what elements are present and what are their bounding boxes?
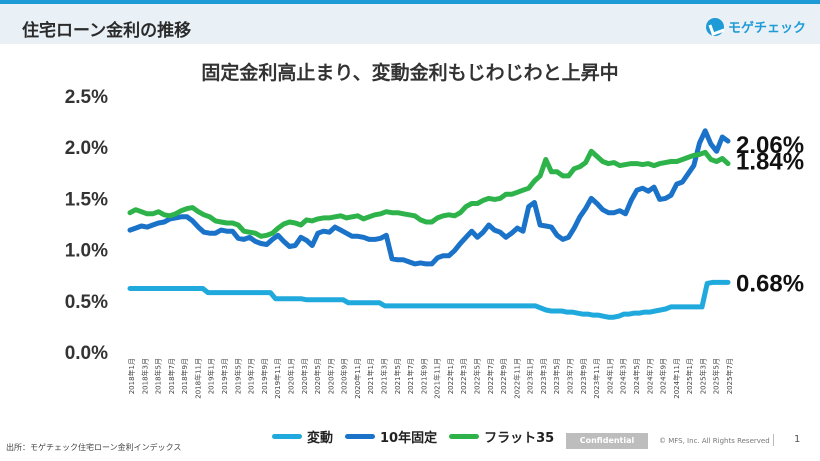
x-tick-label: 2018年3月 <box>140 358 149 394</box>
x-tick-label: 2022年3月 <box>459 358 468 394</box>
x-tick-label: 2023年7月 <box>566 358 575 394</box>
legend-label: フラット35 <box>484 431 555 446</box>
x-tick-label: 2024年1月 <box>605 358 614 394</box>
series-line-2 <box>127 148 731 239</box>
x-tick-label: 2020年11月 <box>353 358 362 399</box>
x-tick-label: 2025年1月 <box>685 358 694 394</box>
chart-title: 固定金利高止まり、変動金利もじわじわと上昇中 <box>201 62 619 84</box>
x-tick-label: 2018年11月 <box>193 358 202 399</box>
x-tick-label: 2024年5月 <box>632 358 641 394</box>
legend-swatch <box>272 434 302 439</box>
page-title: 住宅ローン金利の推移 <box>22 21 192 41</box>
legend-label: 10年固定 <box>380 431 438 446</box>
x-tick-label: 2020年1月 <box>286 358 295 394</box>
footer-divider <box>773 434 774 446</box>
x-tick-label: 2021年7月 <box>406 358 415 394</box>
x-tick-label: 2021年11月 <box>433 358 442 399</box>
y-tick-label: 2.0% <box>65 138 108 159</box>
x-tick-label: 2020年3月 <box>300 358 309 394</box>
legend-item-hendou: 変動 <box>272 427 333 446</box>
x-tick-label: 2023年9月 <box>579 358 588 394</box>
x-tick-label: 2024年3月 <box>619 358 628 394</box>
brand-logo: モゲチェック <box>705 17 806 36</box>
y-tick-label: 1.5% <box>65 189 108 210</box>
x-tick-label: 2023年3月 <box>539 358 548 394</box>
x-tick-label: 2023年11月 <box>592 358 601 399</box>
x-tick-label: 2018年7月 <box>167 358 176 394</box>
y-tick-label: 0.5% <box>65 292 108 313</box>
x-tick-label: 2018年9月 <box>180 358 189 394</box>
x-tick-label: 2023年5月 <box>552 358 561 394</box>
slide-header: 住宅ローン金利の推移 モゲチェック <box>0 4 820 44</box>
x-tick-label: 2020年5月 <box>313 358 322 394</box>
x-tick-label: 2021年9月 <box>419 358 428 394</box>
legend-swatch <box>345 434 376 439</box>
x-tick-label: 2025年5月 <box>712 358 721 394</box>
copyright-text: © MFS, Inc. All Rights Reserved <box>659 437 770 445</box>
end-value-label: 2.06% <box>736 132 804 159</box>
x-tick-label: 2018年1月 <box>127 358 136 394</box>
x-tick-label: 2022年7月 <box>486 358 495 394</box>
end-value-label: 0.68% <box>736 270 804 297</box>
x-tick-label: 2024年9月 <box>659 358 668 394</box>
x-tick-label: 2018年5月 <box>154 358 163 394</box>
x-tick-label: 2021年1月 <box>366 358 375 394</box>
confidential-badge: Confidential <box>566 433 648 449</box>
checkmark-logo-icon <box>705 17 724 36</box>
legend-item-flat35: フラット35 <box>449 427 554 446</box>
x-tick-label: 2022年1月 <box>446 358 455 394</box>
page-number: 1 <box>794 434 801 445</box>
legend-swatch <box>449 434 480 439</box>
x-tick-label: 2025年3月 <box>698 358 707 394</box>
x-tick-label: 2024年11月 <box>672 358 681 399</box>
chart-legend: 変動 10年固定 フラット35 <box>272 427 554 446</box>
series-line-0 <box>127 279 731 320</box>
x-tick-label: 2021年5月 <box>393 358 402 394</box>
x-tick-label: 2019年3月 <box>220 358 229 394</box>
x-tick-label: 2020年9月 <box>340 358 349 394</box>
y-tick-label: 0.0% <box>65 343 108 364</box>
x-tick-label: 2019年7月 <box>247 358 256 394</box>
x-tick-label: 2022年9月 <box>499 358 508 394</box>
y-tick-label: 1.0% <box>65 241 108 262</box>
series-line-1 <box>127 128 731 267</box>
legend-item-10y-fixed: 10年固定 <box>345 427 437 446</box>
x-tick-label: 2024年7月 <box>645 358 654 394</box>
x-tick-label: 2020年7月 <box>326 358 335 394</box>
x-tick-label: 2019年11月 <box>273 358 282 399</box>
x-tick-label: 2021年3月 <box>379 358 388 394</box>
x-tick-label: 2022年5月 <box>473 358 482 394</box>
end-value-label: 1.84% <box>736 149 804 176</box>
top-accent-bar <box>0 0 820 4</box>
x-tick-label: 2023年1月 <box>526 358 535 394</box>
logo-text: モゲチェック <box>727 21 806 36</box>
source-note: 出所：モゲチェック住宅ローン金利インデックス <box>6 443 182 452</box>
x-tick-label: 2019年9月 <box>260 358 269 394</box>
x-tick-label: 2025年7月 <box>725 358 734 394</box>
x-tick-label: 2019年5月 <box>233 358 242 394</box>
legend-label: 変動 <box>307 431 334 446</box>
x-tick-label: 2022年11月 <box>512 358 521 399</box>
y-tick-label: 2.5% <box>65 87 108 108</box>
x-tick-label: 2019年1月 <box>207 358 216 394</box>
